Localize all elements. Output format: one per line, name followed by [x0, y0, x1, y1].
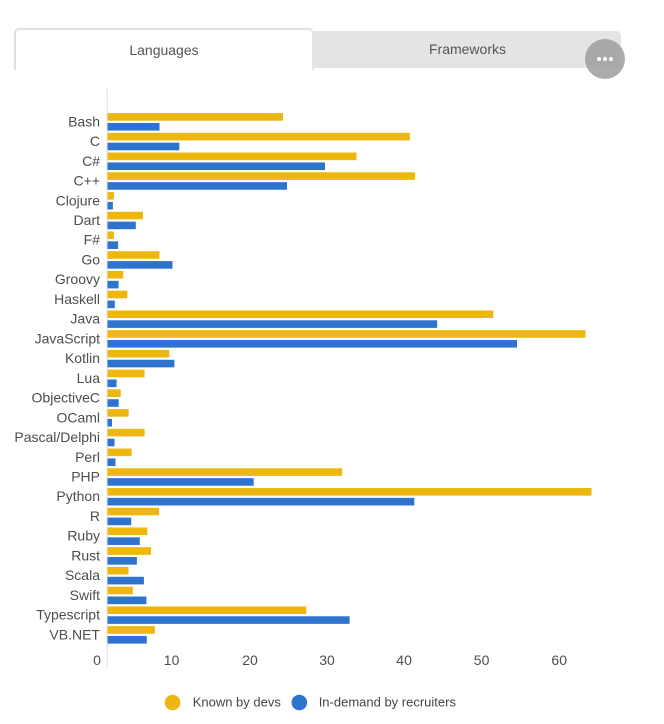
svg-text:Clojure: Clojure — [56, 192, 101, 208]
svg-text:Haskell: Haskell — [54, 291, 100, 307]
svg-text:R: R — [90, 508, 100, 524]
svg-text:Scala: Scala — [65, 567, 100, 583]
svg-text:60: 60 — [551, 652, 567, 668]
svg-text:ObjectiveC: ObjectiveC — [32, 390, 100, 406]
svg-text:Known by devs: Known by devs — [193, 695, 282, 710]
svg-text:0: 0 — [93, 652, 101, 668]
svg-text:F#: F# — [84, 232, 101, 248]
svg-text:10: 10 — [164, 652, 180, 668]
svg-text:50: 50 — [474, 652, 490, 668]
svg-text:VB.NET: VB.NET — [49, 626, 100, 642]
svg-text:PHP: PHP — [71, 469, 100, 485]
svg-text:Java: Java — [70, 311, 100, 327]
svg-text:20: 20 — [242, 652, 258, 668]
svg-text:Bash: Bash — [68, 113, 100, 129]
svg-text:C#: C# — [82, 153, 100, 169]
svg-text:Python: Python — [56, 488, 100, 504]
svg-text:Go: Go — [81, 251, 100, 267]
svg-text:Lua: Lua — [77, 370, 101, 386]
svg-text:Groovy: Groovy — [55, 271, 100, 287]
svg-text:Kotlin: Kotlin — [65, 350, 100, 366]
svg-text:Perl: Perl — [75, 449, 100, 465]
svg-text:Swift: Swift — [70, 587, 100, 603]
svg-text:OCaml: OCaml — [56, 409, 100, 425]
svg-text:Typescript: Typescript — [36, 607, 100, 623]
svg-text:Ruby: Ruby — [67, 528, 100, 544]
svg-text:JavaScript: JavaScript — [35, 330, 100, 346]
svg-text:Rust: Rust — [71, 547, 100, 563]
svg-text:Dart: Dart — [74, 212, 101, 228]
svg-text:In-demand by recruiters: In-demand by recruiters — [319, 695, 457, 710]
svg-text:30: 30 — [319, 652, 335, 668]
svg-text:40: 40 — [396, 652, 412, 668]
svg-text:C: C — [90, 133, 100, 149]
svg-text:Pascal/Delphi: Pascal/Delphi — [14, 429, 100, 445]
svg-text:C++: C++ — [74, 173, 100, 189]
